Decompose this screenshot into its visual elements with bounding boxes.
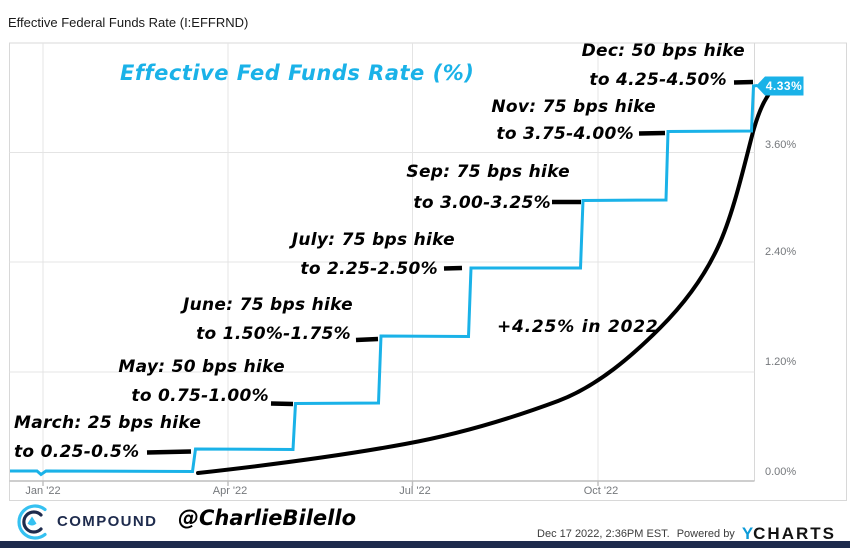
x-axis-label-apr: Apr '22 [212, 485, 248, 497]
timestamp: Dec 17 2022, 2:36PM EST. [537, 528, 670, 540]
net-change-note: +4.25% in 2022 [497, 317, 659, 337]
y-axis-label-2-40: 2.40% [765, 246, 797, 258]
x-axis-line [9, 480, 755, 486]
annotation-may-line2: to 0.75-1.00% [131, 386, 269, 406]
annotation-nov-line1: Nov: 75 bps hike [491, 97, 656, 117]
value-badge: 4.33% [765, 79, 803, 93]
footer-right-group: Dec 17 2022, 2:36PM EST. Powered by YCHA… [537, 524, 836, 544]
ycharts-logo-charts: CHARTS [753, 524, 836, 543]
ycharts-logo-y: Y [741, 524, 754, 543]
y-axis-label-3-60: 3.60% [765, 139, 797, 151]
annotation-jun-line2: to 1.50%-1.75% [196, 324, 351, 344]
fed-funds-step-line [10, 84, 758, 477]
x-axis-label-oct: Oct '22 [583, 485, 619, 497]
annotation-may-line1: May: 50 bps hike [118, 357, 285, 377]
annotation-mar-line1: March: 25 bps hike [14, 413, 202, 433]
powered-by-label: Powered by [676, 528, 735, 540]
page-title: Effective Federal Funds Rate (I:EFFRND) [8, 15, 249, 30]
value-badge-shape [756, 76, 804, 96]
annotation-dec-line2: to 4.25-4.50% [589, 70, 727, 90]
annotation-jul-line1: July: 75 bps hike [291, 230, 455, 250]
ycharts-logo[interactable]: YCHARTS [742, 524, 836, 544]
annotation-sep-line2: to 3.00-3.25% [413, 193, 551, 213]
chart-title: Effective Fed Funds Rate (%) [120, 61, 475, 85]
annotation-jun-line1: June: 75 bps hike [183, 295, 353, 315]
annotation-sep-line1: Sep: 75 bps hike [406, 162, 570, 182]
compound-brand-label: COMPOUND [57, 513, 158, 530]
annotation-jul-line2: to 2.25-2.50% [300, 259, 438, 279]
annotation-dashes [146, 79, 754, 455]
bottom-navy-strip [0, 541, 850, 548]
x-axis-label-jan: Jan '22 [25, 485, 61, 497]
author-handle[interactable]: @CharlieBilello [178, 506, 356, 530]
y-axis-label-0-00: 0.00% [765, 466, 797, 478]
y-axis-label-1-20: 1.20% [765, 356, 797, 368]
annotation-nov-line2: to 3.75-4.00% [496, 124, 634, 144]
annotation-mar-line2: to 0.25-0.5% [14, 442, 140, 462]
x-axis-label-jul: Jul '22 [399, 485, 431, 497]
trend-swoosh-curve [196, 89, 773, 475]
compound-logo-icon [17, 504, 47, 540]
annotation-dec-line1: Dec: 50 bps hike [581, 41, 745, 61]
gridlines [9, 43, 755, 481]
